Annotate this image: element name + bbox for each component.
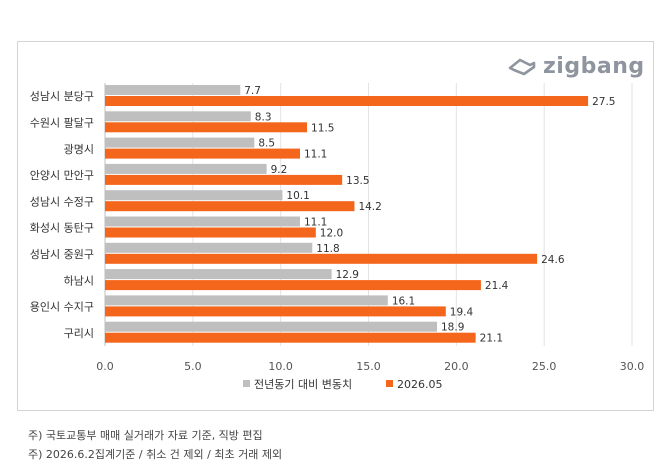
legend-swatch	[243, 380, 250, 387]
category-label: 성남시 중원구	[30, 248, 94, 261]
bar-2026-05	[105, 253, 538, 264]
bar-yoy-change	[105, 111, 251, 122]
bar-yoy-change	[105, 163, 267, 174]
data-label: 13.5	[346, 175, 369, 187]
bar-2026-05	[105, 96, 589, 106]
data-label: 18.9	[441, 322, 464, 334]
data-label: 16.1	[392, 295, 415, 307]
category-label: 안양시 만안구	[30, 169, 94, 182]
category-label: 성남시 분당구	[30, 90, 94, 103]
footnote-source: 주) 국토교통부 매매 실거래가 자료 기준, 직방 편집	[28, 429, 263, 442]
data-label: 8.5	[258, 138, 275, 150]
bar-yoy-change	[105, 216, 300, 227]
bar-2026-05	[105, 174, 343, 185]
x-tick-label: 5.0	[184, 360, 202, 373]
data-label: 14.2	[358, 201, 381, 213]
legend-label: 2026.05	[397, 378, 443, 391]
bar-2026-05	[105, 122, 308, 133]
bar-2026-05	[105, 148, 300, 159]
x-tick-label: 15.0	[356, 360, 381, 373]
bar-yoy-change	[105, 242, 313, 253]
legend-swatch	[386, 380, 393, 387]
data-labels: 7.7 27.5 8.3 11.5 8.5 11.1 9.2 13.5 10.1 14.2 11.1…	[244, 85, 615, 345]
x-tick-label: 0.0	[96, 360, 114, 373]
bar-series	[105, 85, 589, 343]
bar-yoy-change	[105, 190, 283, 201]
footnote-criteria: 주) 2026.6.2집계기준 / 취소 건 제외 / 최초 거래 제외	[28, 448, 283, 461]
bar-yoy-change	[105, 85, 241, 95]
zigbang-house-icon	[508, 58, 536, 75]
category-label: 광명시	[64, 143, 94, 156]
logo-text: zigbang	[543, 54, 645, 79]
data-label: 8.3	[255, 111, 272, 123]
x-tick-label: 30.0	[620, 360, 645, 373]
category-label: 용인시 수지구	[30, 301, 94, 314]
data-label: 21.4	[485, 280, 509, 292]
x-tick-label: 20.0	[444, 360, 469, 373]
bar-2026-05	[105, 332, 476, 343]
data-label: 21.1	[480, 333, 503, 345]
data-label: 11.8	[316, 243, 339, 255]
legend: 전년동기 대비 변동치 2026.05	[243, 378, 443, 391]
data-label: 10.1	[286, 190, 309, 202]
x-tick-label: 10.0	[268, 360, 293, 373]
data-label: 11.1	[304, 149, 327, 161]
data-label: 7.7	[244, 85, 261, 97]
data-label: 9.2	[271, 164, 288, 176]
bar-2026-05	[105, 201, 355, 212]
x-tick-label: 25.0	[532, 360, 557, 373]
category-label: 화성시 동탄구	[30, 222, 94, 235]
x-tick-labels: 0.0 5.0 10.0 15.0 20.0 25.0 30.0	[96, 360, 644, 373]
data-label: 12.9	[336, 269, 359, 281]
category-label: 하남시	[64, 273, 94, 287]
data-label: 12.0	[320, 228, 343, 240]
legend-label: 전년동기 대비 변동치	[254, 378, 352, 391]
data-label: 19.4	[450, 306, 474, 318]
bar-yoy-change	[105, 321, 438, 332]
bar-yoy-change	[105, 269, 332, 280]
bar-2026-05	[105, 306, 446, 317]
category-label: 구리시	[64, 327, 94, 340]
bar-2026-05	[105, 280, 481, 291]
data-label: 11.1	[304, 217, 327, 229]
bar-yoy-change	[105, 137, 255, 148]
bar-2026-05	[105, 227, 316, 238]
data-label: 27.5	[592, 96, 615, 108]
logo: zigbang	[507, 54, 645, 79]
category-label: 수원시 팔달구	[30, 116, 94, 129]
data-label: 11.5	[311, 122, 334, 134]
data-label: 24.6	[541, 254, 565, 266]
bar-yoy-change	[105, 295, 388, 306]
category-label: 성남시 수정구	[30, 195, 94, 208]
